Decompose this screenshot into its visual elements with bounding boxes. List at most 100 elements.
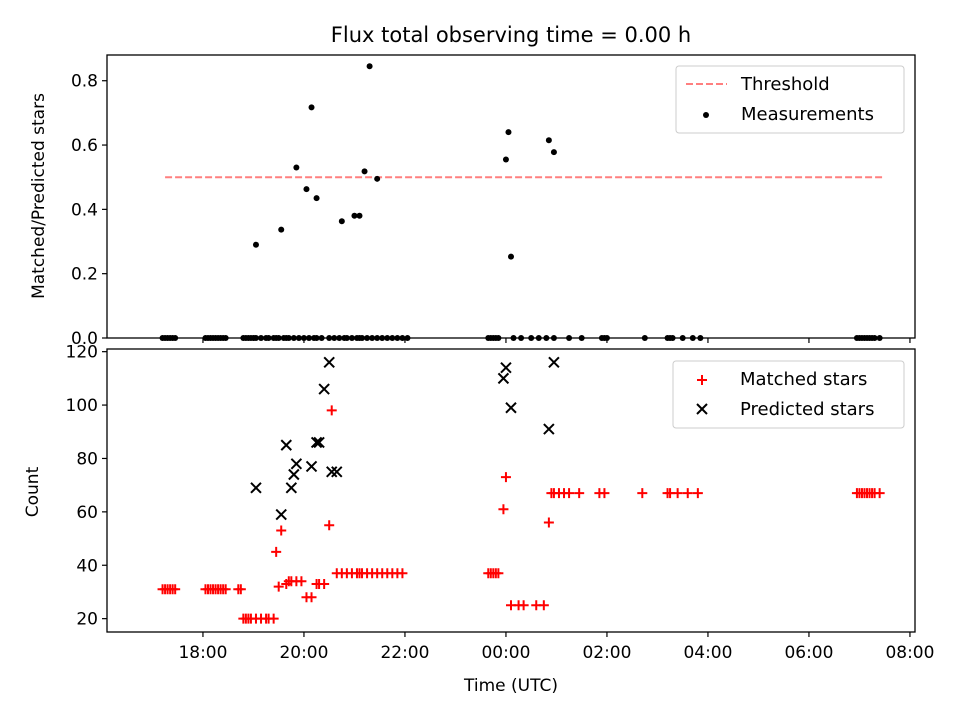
measurement-point [361, 168, 368, 175]
top-legend: Threshold Measurements [675, 65, 905, 134]
bottom-y-tick-label: 40 [76, 556, 98, 576]
matched-star-marker [397, 568, 408, 579]
measurement-point [308, 104, 315, 111]
predicted-star-marker [323, 356, 335, 369]
measurement-point [505, 129, 512, 136]
bottom-y-axis-label: Count [23, 466, 43, 517]
bottom-y-axis: 20 40 60 80 100 120 [66, 343, 107, 630]
matched-star-marker [874, 488, 885, 499]
bottom-y-tick-label: 80 [76, 449, 98, 469]
predicted-star-marker [500, 361, 512, 374]
legend-matched-label: Matched stars [740, 369, 867, 390]
predicted-star-marker [310, 436, 323, 449]
matched-star-marker [235, 584, 246, 595]
measurement-point [374, 175, 381, 182]
measurement-point [303, 186, 310, 193]
legend-predicted-swatch [696, 403, 708, 415]
matched-star-marker [271, 546, 282, 557]
predicted-star-marker [285, 482, 298, 494]
top-y-tick-label: 0.2 [71, 265, 98, 285]
measurement-point [351, 212, 358, 219]
predicted-star-marker [497, 372, 510, 385]
x-tick-label: 00:00 [481, 643, 530, 663]
measurement-point [338, 218, 345, 225]
x-tick-label: 02:00 [582, 643, 631, 663]
matched-star-marker [170, 584, 181, 595]
matched-star-marker [220, 584, 231, 595]
top-plot: 0.00.20.40.60.8 Matched/Predicted stars … [29, 54, 916, 349]
x-tick-label: 08:00 [885, 643, 934, 663]
matched-star-marker [276, 525, 287, 536]
measurement-point [293, 164, 300, 171]
bottom-legend-box [672, 360, 905, 429]
predicted-star-marker [313, 436, 325, 449]
matched-star-marker [637, 488, 648, 499]
top-legend-box [675, 65, 905, 134]
bottom-plot: 20 40 60 80 100 120 18:00 20:00 22:00 00:00 02:00… [23, 343, 934, 696]
legend-threshold-label: Threshold [740, 74, 830, 95]
chart-title: Flux total observing time = 0.00 h [331, 23, 691, 47]
top-y-axis: 0.0 0.2 0.4 0.6 0.8 [71, 72, 107, 349]
bottom-plot-frame [106, 348, 916, 633]
predicted-star-marker [290, 458, 303, 470]
legend-measurements-label: Measurements [741, 104, 874, 125]
measurement-point [313, 195, 320, 202]
bottom-legend: Matched stars Predicted stars [672, 360, 905, 429]
top-y-tick-label: 0.6 [71, 136, 98, 156]
matched-star-marker [564, 488, 575, 499]
matched-star-marker [500, 472, 511, 483]
matched-star-marker [326, 405, 337, 416]
measurement-point [545, 137, 552, 144]
matched-star-marker [319, 578, 330, 589]
top-x-ticks [202, 338, 911, 343]
predicted-star-marker [318, 383, 330, 395]
predicted-star-marker [280, 439, 292, 451]
bottom-plot-marks [157, 356, 885, 624]
bottom-y-tick-label: 120 [66, 343, 98, 363]
top-plot-frame [106, 54, 916, 339]
measurement-point [252, 241, 259, 248]
x-tick-label: 20:00 [279, 643, 328, 663]
matched-star-marker [268, 613, 279, 624]
x-axis-label: Time (UTC) [463, 676, 558, 696]
predicted-star-marker [305, 460, 318, 473]
matched-star-marker [682, 488, 693, 499]
matched-star-marker [538, 600, 549, 611]
matched-star-marker [324, 520, 335, 531]
measurement-point [508, 253, 514, 260]
top-y-tick-label: 0.0 [71, 329, 98, 349]
matched-star-marker [672, 488, 683, 499]
matched-star-marker [518, 600, 529, 611]
bottom-x-axis: 18:00 20:00 22:00 00:00 02:00 04:00 06:00 08:00 [178, 632, 934, 663]
predicted-star-marker [250, 482, 262, 494]
predicted-star-marker [548, 356, 560, 369]
matched-star-marker [692, 488, 703, 499]
legend-predicted-label: Predicted stars [740, 399, 874, 420]
legend-measurements-swatch [703, 112, 709, 118]
x-tick-label: 06:00 [784, 643, 833, 663]
top-y-tick-label: 0.8 [71, 72, 98, 92]
matched-star-marker [273, 581, 284, 592]
top-plot-marks [159, 63, 883, 341]
x-tick-label: 18:00 [178, 643, 227, 663]
measurement-point [550, 149, 557, 156]
predicted-star-marker [288, 468, 300, 481]
measurement-point [366, 63, 373, 70]
matched-star-marker [574, 488, 585, 499]
matched-star-marker [296, 576, 307, 587]
matched-star-marker [493, 568, 504, 579]
predicted-star-marker [326, 466, 338, 478]
predicted-star-marker [543, 423, 555, 435]
measurement-point [502, 156, 509, 163]
top-y-axis-label: Matched/Predicted stars [29, 93, 49, 299]
matched-star-marker [306, 592, 317, 603]
legend-matched-swatch [697, 375, 707, 385]
predicted-star-marker [505, 402, 517, 414]
measurement-point [356, 212, 363, 219]
predicted-star-marker [275, 508, 287, 521]
matched-star-marker [599, 488, 610, 499]
bottom-y-tick-label: 60 [76, 503, 98, 523]
bottom-y-tick-label: 20 [76, 610, 98, 630]
x-tick-label: 22:00 [380, 643, 429, 663]
